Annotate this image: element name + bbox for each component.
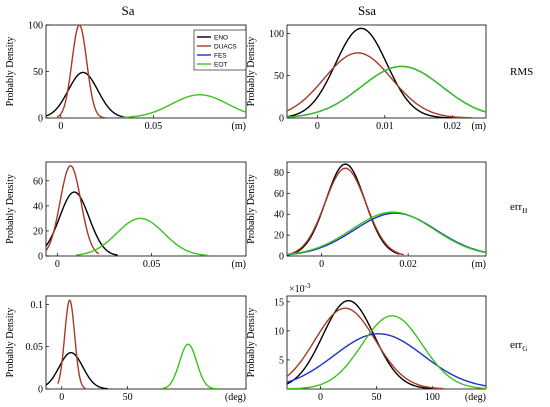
series-group: [46, 165, 209, 256]
x-tick-label: 0.05: [145, 121, 163, 132]
x-tick-label: 0: [58, 121, 63, 132]
series-line-eot: [116, 94, 246, 118]
y-axis-label: Probably Density: [246, 37, 257, 107]
y-tick-label: 80: [274, 168, 284, 179]
axes-frame: [286, 24, 487, 119]
y-tick-label: 0: [279, 252, 284, 263]
axes-frame: [45, 295, 247, 390]
x-tick-label: 0: [55, 259, 60, 270]
x-tick-label: 0.01: [376, 121, 394, 132]
series-line-duacs: [57, 299, 86, 389]
y-axis-label: Probably Density: [246, 174, 257, 244]
x-unit-label: (m): [232, 259, 246, 270]
y-tick-label: 20: [33, 226, 43, 237]
series-line-eot: [287, 65, 486, 118]
y-tick-label: 40: [274, 210, 284, 221]
series-line-eot: [76, 217, 209, 256]
x-tick-label: 0: [318, 392, 323, 403]
x-unit-label: (m): [472, 259, 486, 270]
col-title-ssa: Ssa: [358, 3, 376, 18]
y-tick-label: 100: [269, 29, 284, 40]
panel-ssa-errg: 0 50 100 5 10 15 (deg) Probably Density ×10-3: [246, 282, 487, 403]
panel-ssa-errh: 0 0.02 0 20 40 60 80 (m) Probably Density: [246, 161, 487, 270]
y-tick-label: 10: [274, 326, 284, 337]
x-unit-label: (m): [232, 121, 246, 132]
x-tick-label: 0: [315, 121, 320, 132]
axes-frame: [286, 161, 487, 257]
x-tick-label: 0: [59, 392, 64, 403]
legend-label-fes: FES: [214, 52, 227, 59]
y-axis-label: Probably Density: [5, 37, 16, 107]
series-line-eno: [287, 27, 453, 118]
axes-frame: [286, 295, 487, 390]
row-label-errh: errH: [510, 201, 527, 215]
series-group: [287, 299, 486, 389]
y-tick-label: 0: [279, 114, 284, 125]
series-line-duacs: [46, 165, 100, 255]
y-axis-label: Probably Density: [246, 308, 257, 378]
y-tick-label: 100: [28, 21, 43, 32]
y-tick-label: 15: [274, 297, 284, 308]
series-line-eno: [46, 71, 126, 118]
y-tick-label: 50: [274, 71, 284, 82]
y-axis-label: Probably Density: [5, 174, 16, 244]
series-group: [287, 27, 486, 118]
series-line-duacs: [287, 52, 473, 118]
series-group: [46, 25, 246, 118]
series-line-eno: [287, 163, 400, 256]
series-line-fes: [287, 65, 486, 118]
series-group: [46, 299, 220, 389]
series-line-duacs: [287, 167, 404, 256]
x-tick-label: 100: [425, 392, 440, 403]
x-tick-label: 50: [371, 392, 381, 403]
x-tick-label: 0.02: [399, 259, 417, 270]
legend-label-duacs: DUACS: [214, 43, 237, 50]
y-tick-label: 60: [33, 176, 43, 187]
y-tick-label: 0: [38, 385, 43, 396]
x-tick-label: 0.02: [444, 121, 462, 132]
x-unit-label: (deg): [465, 392, 486, 403]
row-label-errg: errG: [510, 339, 527, 353]
col-title-sa: Sa: [122, 3, 135, 18]
y-tick-label: 0: [38, 114, 43, 125]
row-label-rms: RMS: [510, 66, 533, 78]
series-line-duacs: [287, 307, 444, 389]
x-unit-label: (m): [472, 121, 486, 132]
panel-ssa-rms: 0 0.01 0.02 0 50 100 (m) Probably Density: [246, 24, 487, 132]
x-tick-label: 0.05: [143, 259, 161, 270]
panel-sa-errh: 0 0.05 0 20 40 60 (m) Probably Density: [5, 161, 247, 270]
y-exponent-label: ×10-3: [289, 282, 311, 295]
x-tick-label: 50: [123, 392, 133, 403]
y-tick-label: 50: [33, 67, 43, 78]
legend-label-eno: ENO: [214, 34, 228, 41]
legend: ENO DUACS FES EOT: [193, 29, 247, 71]
panel-sa-rms: 0 0.05 0 50 100 (m) Probably Density ENO DUACS FE…: [5, 21, 247, 132]
series-line-eot: [160, 343, 220, 389]
x-unit-label: (deg): [225, 392, 246, 403]
panel-sa-errg: 0 50 0 0.05 0.1 (deg) Probably Density: [5, 295, 247, 403]
series-line-eot: [287, 211, 486, 256]
series-line-duacs: [56, 25, 106, 118]
series-line-eno: [46, 191, 118, 256]
x-tick-label: 0: [319, 259, 324, 270]
axes-frame: [45, 161, 247, 257]
y-axis-label: Probably Density: [5, 308, 16, 378]
series-line-eot: [287, 315, 486, 389]
series-line-fes: [287, 333, 486, 387]
series-group: [287, 163, 486, 256]
y-tick-label: 0.05: [26, 342, 44, 353]
y-tick-label: 0: [38, 252, 43, 263]
y-tick-label: 40: [33, 201, 43, 212]
y-tick-label: 20: [274, 231, 284, 242]
y-tick-label: 5: [279, 355, 284, 366]
series-line-eno: [287, 299, 433, 389]
y-tick-label: 60: [274, 189, 284, 200]
legend-label-eot: EOT: [214, 61, 227, 68]
y-tick-label: 0.1: [31, 300, 44, 311]
